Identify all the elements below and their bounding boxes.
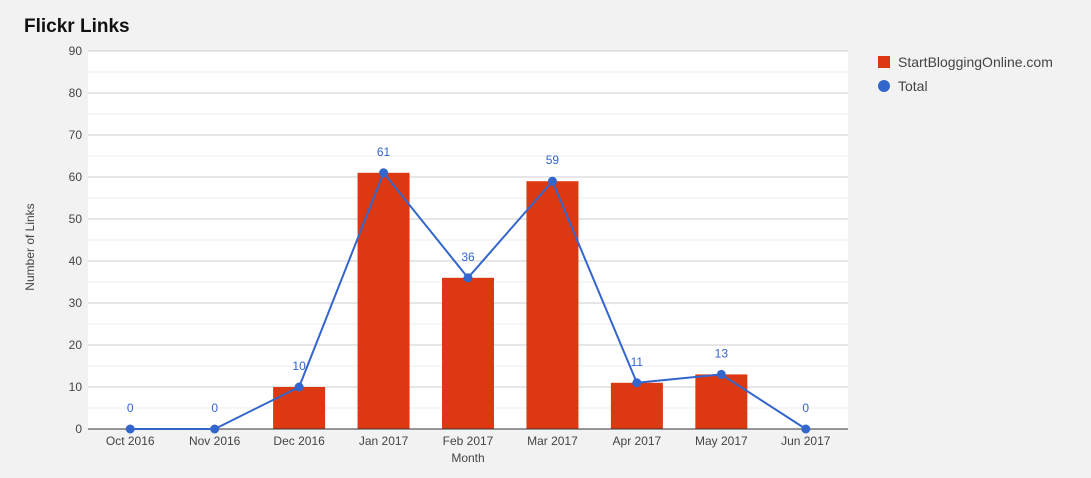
x-tick-label: Jan 2017 xyxy=(359,434,409,448)
x-tick-label: Dec 2016 xyxy=(273,434,325,448)
line-point xyxy=(210,424,220,434)
bar xyxy=(442,277,494,429)
chart-title: Flickr Links xyxy=(24,16,130,37)
y-tick-label: 40 xyxy=(69,254,83,268)
legend-label-line-series: Total xyxy=(898,78,928,94)
y-tick-label: 70 xyxy=(69,128,83,142)
bar xyxy=(526,181,579,429)
y-tick-label: 60 xyxy=(69,170,83,184)
x-tick-label: Jun 2017 xyxy=(781,434,831,448)
line-point xyxy=(294,382,304,392)
data-label: 10 xyxy=(292,359,306,373)
data-label: 61 xyxy=(377,145,391,159)
bar xyxy=(357,172,410,430)
y-tick-label: 80 xyxy=(69,86,83,100)
legend-swatch-bar xyxy=(878,56,890,68)
legend: StartBloggingOnline.com Total xyxy=(878,50,1053,98)
bar xyxy=(273,387,326,429)
x-axis-label: Month xyxy=(451,451,485,465)
y-tick-label: 50 xyxy=(69,212,83,226)
legend-item-line-series[interactable]: Total xyxy=(878,74,1053,98)
y-axis-label: Number of Links xyxy=(23,203,37,291)
legend-label-bar-series: StartBloggingOnline.com xyxy=(898,54,1053,70)
bar xyxy=(610,382,663,429)
data-label: 0 xyxy=(802,401,809,415)
data-label: 13 xyxy=(715,346,729,360)
y-tick-label: 0 xyxy=(75,422,82,436)
y-tick-label: 90 xyxy=(69,44,83,58)
data-label: 59 xyxy=(546,153,560,167)
line-point xyxy=(547,176,557,186)
x-tick-label: Oct 2016 xyxy=(106,434,155,448)
line-point xyxy=(716,369,726,379)
data-label: 11 xyxy=(631,355,644,369)
line-point xyxy=(379,168,389,178)
data-label: 0 xyxy=(211,401,218,415)
y-tick-label: 30 xyxy=(69,296,83,310)
legend-item-bar-series[interactable]: StartBloggingOnline.com xyxy=(878,50,1053,74)
x-tick-label: Apr 2017 xyxy=(613,434,662,448)
data-label: 0 xyxy=(127,401,134,415)
data-label: 36 xyxy=(461,250,475,264)
x-tick-label: Feb 2017 xyxy=(443,434,494,448)
x-tick-label: Nov 2016 xyxy=(189,434,241,448)
legend-swatch-line xyxy=(878,80,890,92)
y-tick-label: 20 xyxy=(69,338,83,352)
line-point xyxy=(125,424,135,434)
y-tick-label: 10 xyxy=(69,380,83,394)
bar xyxy=(695,374,748,429)
line-point xyxy=(463,273,473,283)
line-point xyxy=(632,378,642,388)
x-tick-label: May 2017 xyxy=(695,434,748,448)
x-tick-label: Mar 2017 xyxy=(527,434,578,448)
line-point xyxy=(801,424,811,434)
